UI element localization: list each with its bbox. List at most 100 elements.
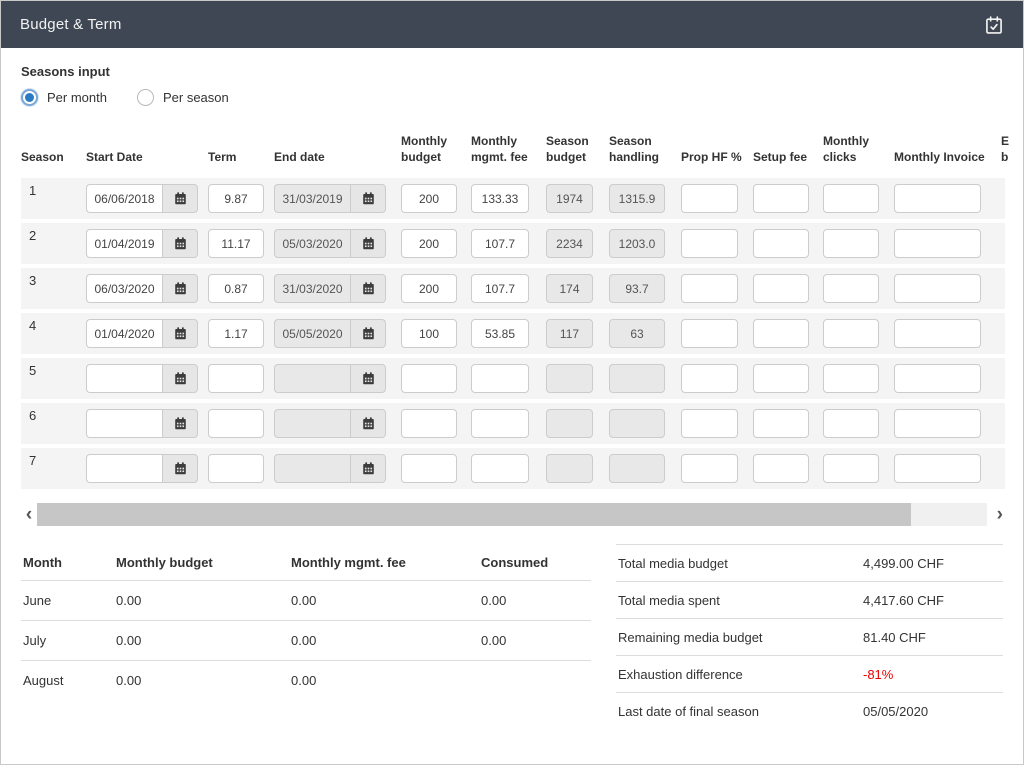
- start-date-input[interactable]: [86, 319, 162, 348]
- monthly-mgmt-fee-input[interactable]: [471, 409, 529, 438]
- monthly-mgmt-fee-input[interactable]: [471, 184, 529, 213]
- consumed-cell: 0.00: [481, 593, 507, 608]
- prop-hf-input[interactable]: [681, 184, 738, 213]
- scroll-right-icon[interactable]: ›: [987, 503, 1003, 526]
- setup-fee-input[interactable]: [753, 409, 809, 438]
- monthly-budget-input[interactable]: [401, 229, 457, 258]
- radio-option[interactable]: Per season: [136, 89, 229, 106]
- start-date-input[interactable]: [86, 184, 162, 213]
- monthly-mgmt-fee-input[interactable]: [471, 319, 529, 348]
- season-row: 3: [21, 268, 1005, 309]
- monthly-budget-input[interactable]: [401, 454, 457, 483]
- monthly-invoice-input[interactable]: [894, 274, 981, 303]
- monthly-budget-input[interactable]: [401, 364, 457, 393]
- scrollbar-track[interactable]: [37, 503, 987, 526]
- monthly-clicks-input[interactable]: [823, 454, 879, 483]
- start-date-calendar-icon[interactable]: [162, 364, 198, 393]
- term-input[interactable]: [208, 364, 264, 393]
- term-input[interactable]: [208, 454, 264, 483]
- end-date-calendar-icon[interactable]: [350, 184, 386, 213]
- term-input[interactable]: [208, 409, 264, 438]
- term-input[interactable]: [208, 229, 264, 258]
- start-date-calendar-icon[interactable]: [162, 184, 198, 213]
- monthly-invoice-input[interactable]: [894, 364, 981, 393]
- setup-fee-input[interactable]: [753, 184, 809, 213]
- setup-fee-input[interactable]: [753, 274, 809, 303]
- monthly-budget-input[interactable]: [401, 184, 457, 213]
- start-date-input[interactable]: [86, 409, 162, 438]
- setup-fee-input[interactable]: [753, 319, 809, 348]
- monthly-budget-input[interactable]: [401, 409, 457, 438]
- prop-hf-input[interactable]: [681, 454, 738, 483]
- radio-circle-icon[interactable]: [21, 89, 38, 106]
- prop-hf-input[interactable]: [681, 274, 738, 303]
- monthly-clicks-input[interactable]: [823, 409, 879, 438]
- start-date-input[interactable]: [86, 454, 162, 483]
- monthly-invoice-input[interactable]: [894, 454, 981, 483]
- monthly-mgmt-fee-input[interactable]: [471, 229, 529, 258]
- monthly-consumption-table: Month Monthly budget Monthly mgmt. fee C…: [21, 544, 591, 729]
- term-input[interactable]: [208, 184, 264, 213]
- setup-fee-input[interactable]: [753, 364, 809, 393]
- term-input[interactable]: [208, 274, 264, 303]
- monthly-invoice-input[interactable]: [894, 319, 981, 348]
- start-date-input[interactable]: [86, 229, 162, 258]
- scroll-left-icon[interactable]: ‹: [21, 503, 37, 526]
- monthly-table-body: June 0.00 0.00 0.00 July 0.00 0.00 0.00 …: [21, 580, 591, 700]
- prop-hf-input[interactable]: [681, 229, 738, 258]
- col-header-consumed: Consumed: [481, 554, 549, 570]
- monthly-clicks-input[interactable]: [823, 319, 879, 348]
- monthly-clicks-input[interactable]: [823, 364, 879, 393]
- radio-label: Per season: [162, 90, 229, 105]
- season-number: 4: [29, 318, 37, 333]
- season-row: 4: [21, 313, 1005, 354]
- radio-circle-icon[interactable]: [136, 89, 154, 106]
- scrollbar-thumb[interactable]: [37, 503, 911, 526]
- term-input[interactable]: [208, 319, 264, 348]
- setup-fee-input[interactable]: [753, 454, 809, 483]
- monthly-mgmt-fee-input[interactable]: [471, 364, 529, 393]
- monthly-invoice-input[interactable]: [894, 409, 981, 438]
- setup-fee-input[interactable]: [753, 229, 809, 258]
- start-date-input[interactable]: [86, 274, 162, 303]
- radio-option[interactable]: Per month: [21, 89, 107, 106]
- end-date-calendar-icon[interactable]: [350, 409, 386, 438]
- prop-hf-input[interactable]: [681, 364, 738, 393]
- monthly-clicks-input[interactable]: [823, 184, 879, 213]
- start-date-calendar-icon[interactable]: [162, 409, 198, 438]
- prop-hf-input[interactable]: [681, 409, 738, 438]
- prop-hf-input[interactable]: [681, 319, 738, 348]
- horizontal-scrollbar: ‹ ›: [21, 503, 1003, 526]
- monthly-budget-input[interactable]: [401, 274, 457, 303]
- start-date-calendar-icon[interactable]: [162, 274, 198, 303]
- end-date-calendar-icon[interactable]: [350, 274, 386, 303]
- monthly-invoice-input[interactable]: [894, 229, 981, 258]
- season-number: 2: [29, 228, 37, 243]
- start-date-calendar-icon[interactable]: [162, 229, 198, 258]
- end-date-calendar-icon[interactable]: [350, 229, 386, 258]
- season-budget-field: [546, 364, 593, 393]
- start-date-calendar-icon[interactable]: [162, 319, 198, 348]
- col-header-monthly-clicks: Monthly clicks: [823, 133, 869, 164]
- start-date-input[interactable]: [86, 364, 162, 393]
- end-date-calendar-icon[interactable]: [350, 454, 386, 483]
- calendar-check-icon[interactable]: [984, 15, 1004, 35]
- monthly-invoice-input[interactable]: [894, 184, 981, 213]
- monthly-budget-input[interactable]: [401, 319, 457, 348]
- budget-summary: Total media budget 4,499.00 CHF Total me…: [616, 544, 1003, 729]
- end-date-calendar-icon[interactable]: [350, 364, 386, 393]
- monthly-mgmt-fee-input[interactable]: [471, 454, 529, 483]
- monthly-mgmt-fee-input[interactable]: [471, 274, 529, 303]
- start-date-calendar-icon[interactable]: [162, 454, 198, 483]
- end-date-calendar-icon[interactable]: [350, 319, 386, 348]
- col-header-monthly-mgmt-fee: Monthly mgmt. fee: [291, 554, 406, 570]
- season-budget-field: [546, 409, 593, 438]
- col-header-season-budget: Season budget: [546, 133, 589, 164]
- col-header-season: Season: [21, 149, 64, 164]
- end-date-input: [274, 409, 350, 438]
- col-header-end-date: End date: [274, 149, 325, 164]
- monthly-clicks-input[interactable]: [823, 229, 879, 258]
- end-date-input: [274, 229, 350, 258]
- monthly-fee-cell: 0.00: [291, 593, 317, 608]
- monthly-clicks-input[interactable]: [823, 274, 879, 303]
